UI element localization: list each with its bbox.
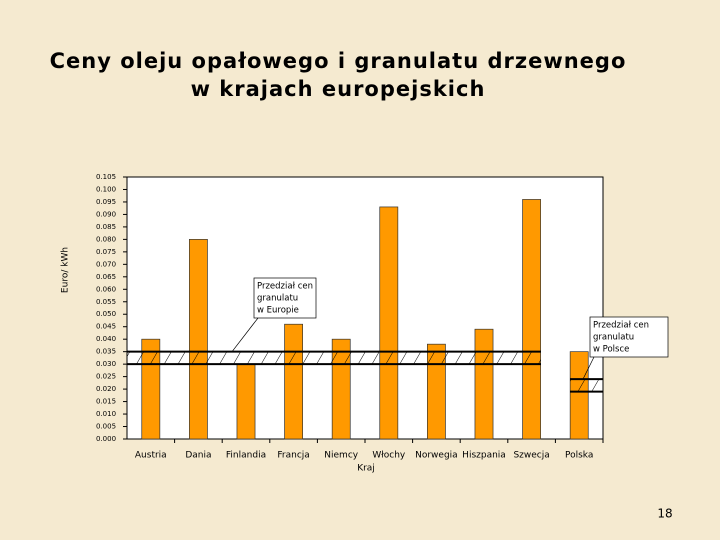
bar [474,328,494,440]
y-tick-label: 0.000 [96,435,116,443]
price-range [127,351,541,365]
bar [569,351,589,440]
bar [379,206,399,440]
bar [189,239,208,440]
callout-box [253,277,317,319]
x-tick-label: Hiszpania [462,451,506,461]
y-tick-label: 0.070 [96,260,116,268]
x-tick-label: Norwegia [415,451,458,461]
annotation: w Polsce [593,345,629,355]
y-tick-label: 0.015 [96,398,116,406]
y-tick-label: 0.075 [96,248,116,256]
callout-box [589,316,669,358]
bar [284,323,303,440]
x-tick-label: Francja [277,451,309,461]
y-tick-label: 0.020 [96,385,116,393]
annotation: granulatu [593,333,634,343]
y-tick-label: 0.005 [96,423,116,431]
bar [236,363,256,440]
y-tick-label: 0.060 [96,285,116,293]
y-tick-label: 0.065 [96,273,116,281]
y-tick-label: 0.095 [96,198,116,206]
y-tick-label: 0.055 [96,298,116,306]
bar [427,343,446,440]
annotation: granulatu [257,294,298,304]
annotation: w Europie [257,306,299,316]
y-axis-label: Euro/ kWh [61,247,71,293]
callout-pointer [582,356,595,380]
x-tick-label: Szwecja [513,451,549,461]
y-tick-label: 0.035 [96,348,116,356]
y-tick-label: 0.050 [96,310,116,318]
x-tick-label: Austria [135,451,167,461]
page-number: 18 [657,507,672,521]
y-tick-label: 0.085 [96,223,116,231]
x-tick-label: Niemcy [324,451,358,461]
y-tick-label: 0.105 [96,173,116,181]
chart-title: Ceny oleju opałowego i granulatu drzewne… [50,49,627,73]
annotation: Przedział cen [593,321,649,331]
y-tick-label: 0.080 [96,235,116,243]
x-tick-label: Włochy [372,451,406,461]
y-tick-label: 0.010 [96,410,116,418]
x-tick-label: Dania [185,451,211,461]
annotation: Przedział cen [257,282,313,292]
y-tick-label: 0.045 [96,323,116,331]
y-tick-label: 0.100 [96,185,116,193]
x-tick-label: Finlandia [226,451,266,461]
x-axis-label: Kraj [357,464,375,474]
y-tick-label: 0.040 [96,335,116,343]
x-tick-label: Polska [565,451,593,461]
y-tick-label: 0.025 [96,373,116,381]
y-tick-label: 0.090 [96,210,116,218]
chart-title: w krajach europejskich [191,77,486,101]
callout-pointer [231,317,259,352]
price-range [570,379,603,392]
y-tick-label: 0.030 [96,360,116,368]
bar [522,199,541,440]
